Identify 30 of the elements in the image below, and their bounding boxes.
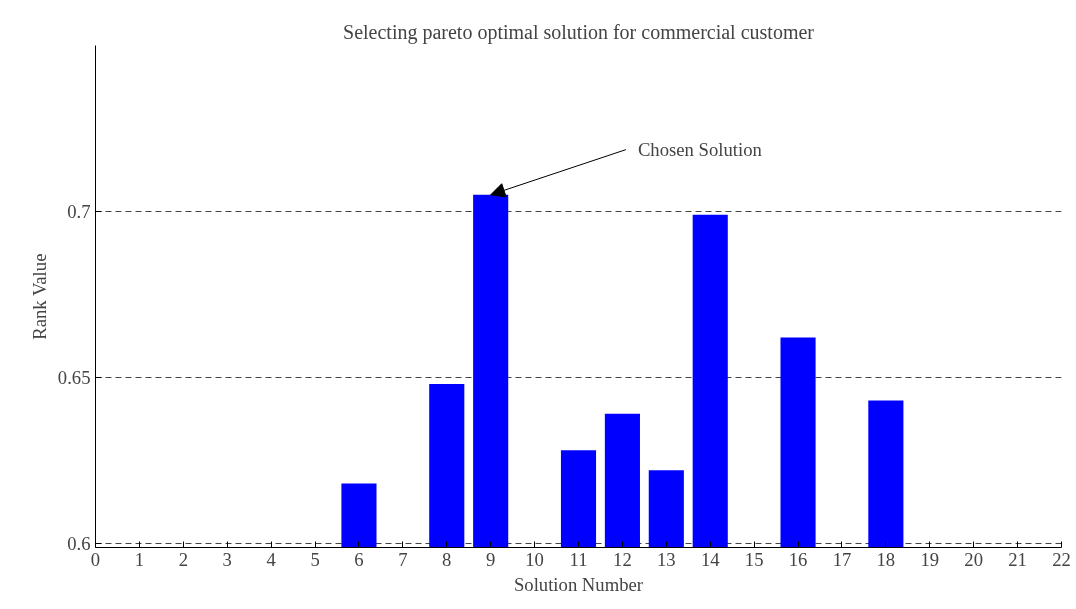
x-tick-label: 13 <box>656 548 676 570</box>
x-tick-label: 10 <box>525 548 544 570</box>
x-tick-label: 1 <box>134 548 145 570</box>
x-tick-label: 0 <box>90 548 101 570</box>
x-tick-label: 11 <box>569 548 588 570</box>
x-tick-label: 20 <box>964 548 984 570</box>
chart-title: Selecting pareto optimal solution for commercial customer <box>343 20 815 44</box>
annotation: Chosen Solution <box>637 139 763 161</box>
x-axis-title: Solution Number <box>513 573 644 595</box>
x-tick-label: 22 <box>1052 548 1071 570</box>
x-tick-label: 18 <box>876 548 896 570</box>
x-tick-label: 8 <box>442 548 452 570</box>
x-tick-label: 7 <box>398 548 408 570</box>
x-tick-label: 5 <box>310 548 320 570</box>
x-tick-label: 21 <box>1008 548 1027 570</box>
x-tick-label: 19 <box>920 548 940 570</box>
y-axis-title: Rank Value <box>28 253 50 340</box>
x-tick-label: 16 <box>788 548 808 570</box>
y-tick-label: 0.7 <box>67 200 91 222</box>
x-tick-label: 3 <box>222 548 232 570</box>
x-tick-label: 17 <box>832 548 852 570</box>
x-tick-label: 9 <box>486 548 496 570</box>
x-tick-label: 2 <box>178 548 188 570</box>
y-tick-label: 0.6 <box>67 532 91 554</box>
x-tick-label: 6 <box>354 548 364 570</box>
x-tick-label: 15 <box>744 548 764 570</box>
x-tick-label: 14 <box>700 548 721 570</box>
x-tick-label: 4 <box>266 548 277 570</box>
y-tick-label: 0.65 <box>57 366 91 388</box>
x-tick-label: 12 <box>613 548 632 570</box>
